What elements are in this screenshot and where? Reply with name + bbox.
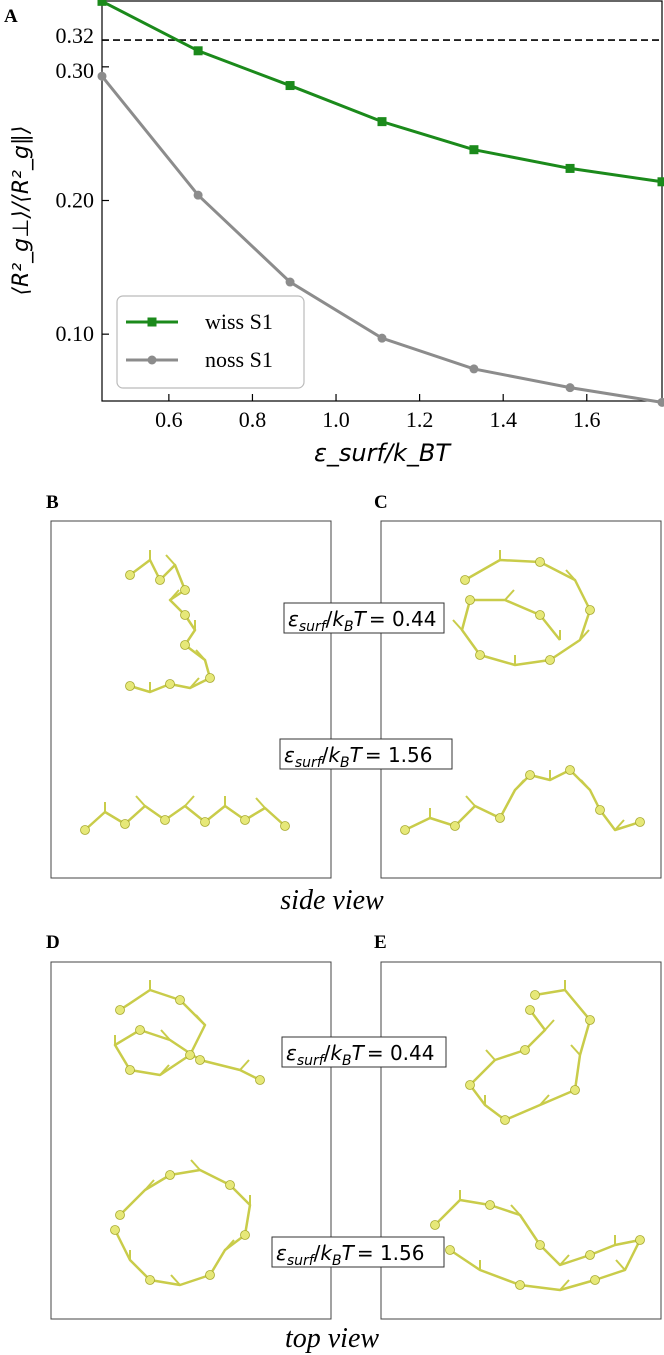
eps-value-bottom-side: = 1.56	[365, 743, 433, 767]
side-view-label: side view	[0, 885, 664, 917]
structure-b-top	[126, 550, 215, 692]
legend-swatch-marker	[148, 356, 157, 365]
data-point	[98, 72, 107, 81]
data-point	[98, 0, 107, 6]
eps-label-bottom-side: εsurf/kBT= 1.56	[280, 739, 452, 771]
y-tick-label: 0.20	[56, 188, 95, 213]
structure-figure: B C D E εsurf/kBT= 0.44 εsurf/kBT= 1.56 …	[0, 480, 664, 1352]
eps-value-top-side: = 0.44	[369, 607, 437, 631]
data-point	[566, 383, 575, 392]
plot-area: 0.6 0.8 1.0 1.2 1.4 1.6 0.10 0.20 0.30 0.32 ε_surf…	[9, 0, 664, 467]
data-point	[286, 278, 295, 287]
structure-c-bottom	[401, 766, 645, 835]
y-tick-label: 0.30	[56, 58, 95, 83]
structure-d-bottom	[111, 1160, 251, 1285]
data-point	[469, 364, 478, 373]
y-tick-label: 0.32	[56, 23, 95, 48]
protein-structures	[81, 550, 645, 1290]
panel-label-a: A	[4, 6, 18, 27]
data-point	[658, 398, 664, 407]
chart-panel-a: A 0.6 0.8 1.0 1.2 1.4 1.6 0.10 0.20 0.30 0.32 ε_su…	[0, 0, 664, 480]
x-tick-label: 1.2	[406, 407, 434, 432]
data-point	[286, 81, 295, 90]
structure-b-bottom	[81, 796, 290, 835]
series-line	[102, 1, 662, 181]
data-point	[194, 191, 203, 200]
top-view-label: top view	[0, 1323, 664, 1355]
data-point	[378, 334, 387, 343]
legend-swatch-marker	[148, 318, 157, 327]
x-tick-label: 0.6	[155, 407, 183, 432]
structure-e-bottom	[431, 1190, 645, 1290]
data-point	[469, 145, 478, 154]
eps-value-top-top: = 0.44	[367, 1041, 435, 1065]
y-axis-label: ⟨R²_g⊥⟩/⟨R²_g∥⟩	[9, 125, 34, 295]
eps-value-bottom-top: = 1.56	[357, 1241, 425, 1265]
data-point	[378, 117, 387, 126]
x-axis-label: ε_surf/k_BT	[314, 439, 452, 467]
data-point	[566, 164, 575, 173]
y-tick-label: 0.10	[56, 321, 95, 346]
x-tick-label: 1.6	[573, 407, 601, 432]
x-tick-label: 0.8	[239, 407, 267, 432]
legend-label: wiss S1	[205, 309, 273, 334]
eps-label-bottom-top: εsurf/kBT= 1.56	[272, 1237, 444, 1269]
structure-e-top	[466, 980, 595, 1125]
data-point	[194, 46, 203, 55]
eps-label-top-side: εsurf/kBT= 0.44	[284, 603, 444, 635]
legend-label: noss S1	[205, 347, 273, 372]
x-tick-label: 1.4	[489, 407, 517, 432]
structure-d-top	[115, 980, 265, 1085]
x-tick-label: 1.0	[322, 407, 350, 432]
eps-label-top-top: εsurf/kBT= 0.44	[282, 1037, 446, 1069]
structure-c-top	[453, 550, 595, 665]
data-point	[658, 177, 664, 186]
